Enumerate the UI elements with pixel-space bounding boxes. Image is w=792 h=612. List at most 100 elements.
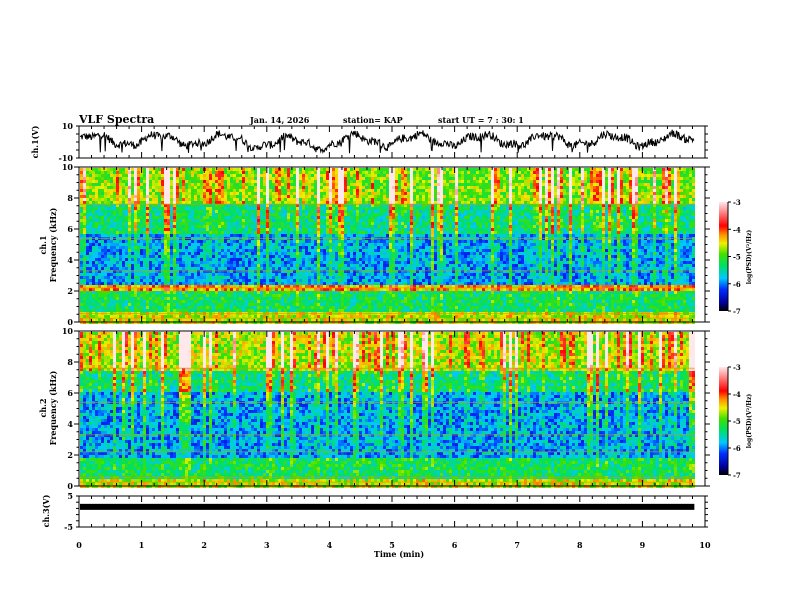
spectro-cell	[494, 204, 497, 207]
spectro-cell	[116, 168, 119, 171]
spectro-cell	[362, 186, 365, 189]
spectro-cell	[122, 180, 125, 183]
spectro-cell	[350, 186, 353, 189]
spectro-cell	[146, 213, 149, 216]
spectro-cell	[458, 171, 461, 174]
spectro-cell	[617, 219, 620, 222]
spectro-cell	[320, 183, 323, 186]
spectro-cell	[578, 201, 581, 204]
spectro-cell	[146, 201, 149, 204]
spectro-cell	[230, 183, 233, 186]
spectro-cell	[299, 180, 302, 183]
spectro-cell	[362, 204, 365, 207]
spectro-cell	[590, 189, 593, 192]
spectro-cell	[80, 228, 83, 231]
spectro-cell	[344, 201, 347, 204]
spectro-cell	[419, 234, 422, 237]
spectro-cell	[158, 174, 161, 177]
spectro-cell	[506, 198, 509, 201]
spectro-cell	[257, 204, 260, 207]
spectro-cell	[389, 195, 392, 198]
spectro-cell	[545, 198, 548, 201]
spectro-cell	[380, 201, 383, 204]
spectro-cell	[125, 210, 128, 213]
spectro-cell	[191, 219, 194, 222]
spectro-cell	[539, 210, 542, 213]
spectro-cell	[197, 192, 200, 195]
spectro-cell	[416, 207, 419, 210]
spectro-cell	[233, 207, 236, 210]
spectro-cell	[191, 204, 194, 207]
spectro-cell	[566, 177, 569, 180]
spectro-cell	[269, 174, 272, 177]
spectro-cell	[119, 228, 122, 231]
spectro-cell	[128, 183, 131, 186]
spectro-cell	[575, 204, 578, 207]
spectro-cell	[80, 216, 83, 219]
spectro-cell	[608, 177, 611, 180]
spectro-cell	[644, 216, 647, 219]
spectro-cell	[329, 216, 332, 219]
spectro-cell	[608, 216, 611, 219]
spectro-cell	[542, 183, 545, 186]
spectro-cell	[458, 183, 461, 186]
spectro-cell	[623, 174, 626, 177]
spectro-cell	[155, 234, 158, 237]
spectro-cell	[110, 198, 113, 201]
spectro-cell	[440, 222, 443, 225]
spectro-cell	[548, 210, 551, 213]
spectro-cell	[614, 177, 617, 180]
spectro-cell	[611, 180, 614, 183]
spectro-cell	[431, 192, 434, 195]
spectro-cell	[407, 189, 410, 192]
ch1-waveform-panel: 10-10	[59, 121, 708, 163]
spectro-cell	[596, 174, 599, 177]
spectro-cell	[209, 219, 212, 222]
spectro-cell	[305, 177, 308, 180]
spectro-cell	[404, 186, 407, 189]
spectro-cell	[80, 177, 83, 180]
spectro-cell	[260, 204, 263, 207]
spectro-cell	[302, 198, 305, 201]
spectro-cell	[617, 195, 620, 198]
spectro-cell	[233, 180, 236, 183]
spectro-cell	[422, 171, 425, 174]
spectro-cell	[488, 168, 491, 171]
spectro-cell	[392, 231, 395, 234]
spectro-cell	[632, 216, 635, 219]
spectro-cell	[518, 186, 521, 189]
spectro-cell	[320, 192, 323, 195]
spectro-cell	[140, 186, 143, 189]
spectro-cell	[590, 192, 593, 195]
spectro-cell	[326, 210, 329, 213]
spectro-cell	[500, 231, 503, 234]
spectro-cell	[524, 219, 527, 222]
spectro-cell	[161, 186, 164, 189]
spectro-cell	[497, 234, 500, 237]
spectro-cell	[176, 201, 179, 204]
spectro-cell	[149, 174, 152, 177]
spectro-cell	[488, 198, 491, 201]
spectro-cell	[407, 174, 410, 177]
spectro-cell	[680, 234, 683, 237]
spectro-cell	[146, 222, 149, 225]
spectro-cell	[314, 219, 317, 222]
spectro-cell	[326, 192, 329, 195]
spectro-cell	[371, 201, 374, 204]
spectro-cell	[404, 219, 407, 222]
spectro-cell	[353, 234, 356, 237]
spectro-cell	[398, 180, 401, 183]
spectro-cell	[197, 174, 200, 177]
spectro-cell	[179, 189, 182, 192]
spectro-cell	[491, 228, 494, 231]
spectro-cell	[443, 201, 446, 204]
spectro-cell	[683, 213, 686, 216]
spectro-cell	[209, 183, 212, 186]
spectro-cell	[359, 198, 362, 201]
spectro-cell	[119, 201, 122, 204]
spectro-cell	[383, 183, 386, 186]
spectro-cell	[374, 228, 377, 231]
spectro-cell	[335, 198, 338, 201]
spectro-cell	[299, 198, 302, 201]
spectro-cell	[602, 177, 605, 180]
